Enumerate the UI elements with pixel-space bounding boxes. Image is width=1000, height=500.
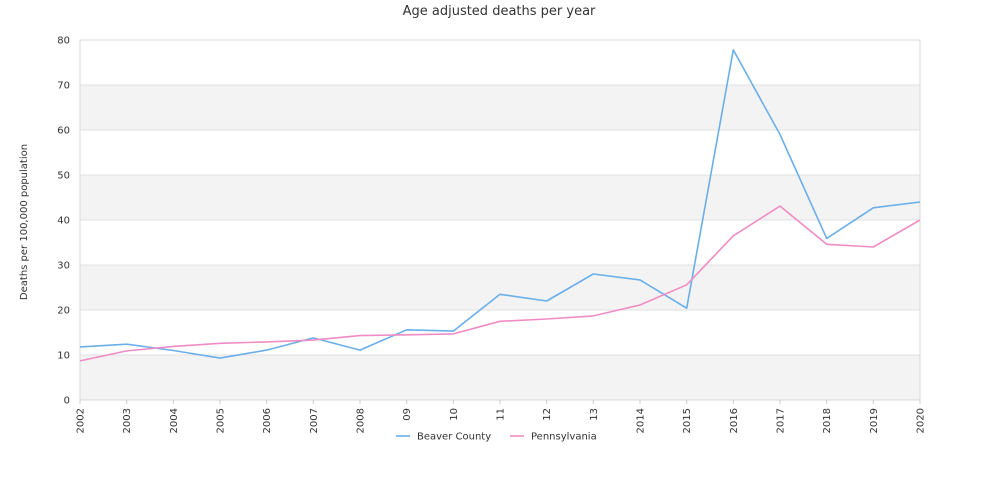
- series-lines: [79, 49, 921, 362]
- x-tick-label: 12: [542, 408, 553, 421]
- legend: Beaver County Pennsylvania: [396, 432, 597, 443]
- y-tick-label: 10: [57, 351, 70, 362]
- grid-band: [80, 310, 920, 355]
- x-tick-label: 2016: [729, 408, 740, 433]
- x-tick-label: 09: [402, 408, 413, 421]
- series-line-pennsylvania: [79, 205, 921, 362]
- legend-label: Beaver County: [417, 432, 491, 443]
- grid-band: [80, 40, 920, 85]
- x-tick-label: 2007: [309, 408, 320, 433]
- grid-band: [80, 85, 920, 130]
- y-axis-label: Deaths per 100,000 population: [19, 144, 30, 300]
- y-axis-ticks: 0 10 20 30 40 50 60 70 80: [57, 36, 70, 407]
- x-tick-label: 2019: [869, 408, 880, 433]
- x-tick-label: 2004: [169, 408, 180, 433]
- x-tick-label: 2008: [356, 408, 367, 433]
- y-tick-label: 50: [57, 171, 70, 182]
- y-tick-label: 80: [57, 36, 70, 47]
- y-tick-label: 60: [57, 126, 70, 137]
- chart-title: Age adjusted deaths per year: [403, 4, 596, 19]
- grid-band: [80, 265, 920, 310]
- x-tick-label: 2003: [122, 408, 133, 433]
- grid-band: [80, 175, 920, 220]
- x-tick-label: 2014: [636, 408, 647, 433]
- y-tick-label: 40: [57, 216, 70, 227]
- x-tick-label: 2015: [682, 408, 693, 433]
- grid-band: [80, 130, 920, 175]
- y-tick-label: 70: [57, 81, 70, 92]
- x-tick-label: 2005: [216, 408, 227, 433]
- y-tick-label: 0: [64, 396, 70, 407]
- y-tick-label: 20: [57, 306, 70, 317]
- grid-band: [80, 220, 920, 265]
- series-line-beaver-county: [79, 49, 921, 359]
- legend-label: Pennsylvania: [531, 432, 597, 443]
- x-tick-label: 10: [449, 408, 460, 421]
- y-tick-label: 30: [57, 261, 70, 272]
- x-tick-label: 2002: [76, 408, 87, 433]
- x-tick-label: 2017: [776, 408, 787, 433]
- x-tick-label: 13: [589, 408, 600, 421]
- x-tick-label: 2020: [916, 408, 927, 433]
- grid-bands: [80, 40, 920, 400]
- x-tick-label: 11: [496, 408, 507, 421]
- x-axis-ticks: 2002 2003 2004 2005 2006 2007 2008 09 10 11 12 13 20…: [76, 400, 927, 433]
- x-tick-label: 2006: [262, 408, 273, 433]
- x-tick-label: 2018: [822, 408, 833, 433]
- grid-band: [80, 355, 920, 400]
